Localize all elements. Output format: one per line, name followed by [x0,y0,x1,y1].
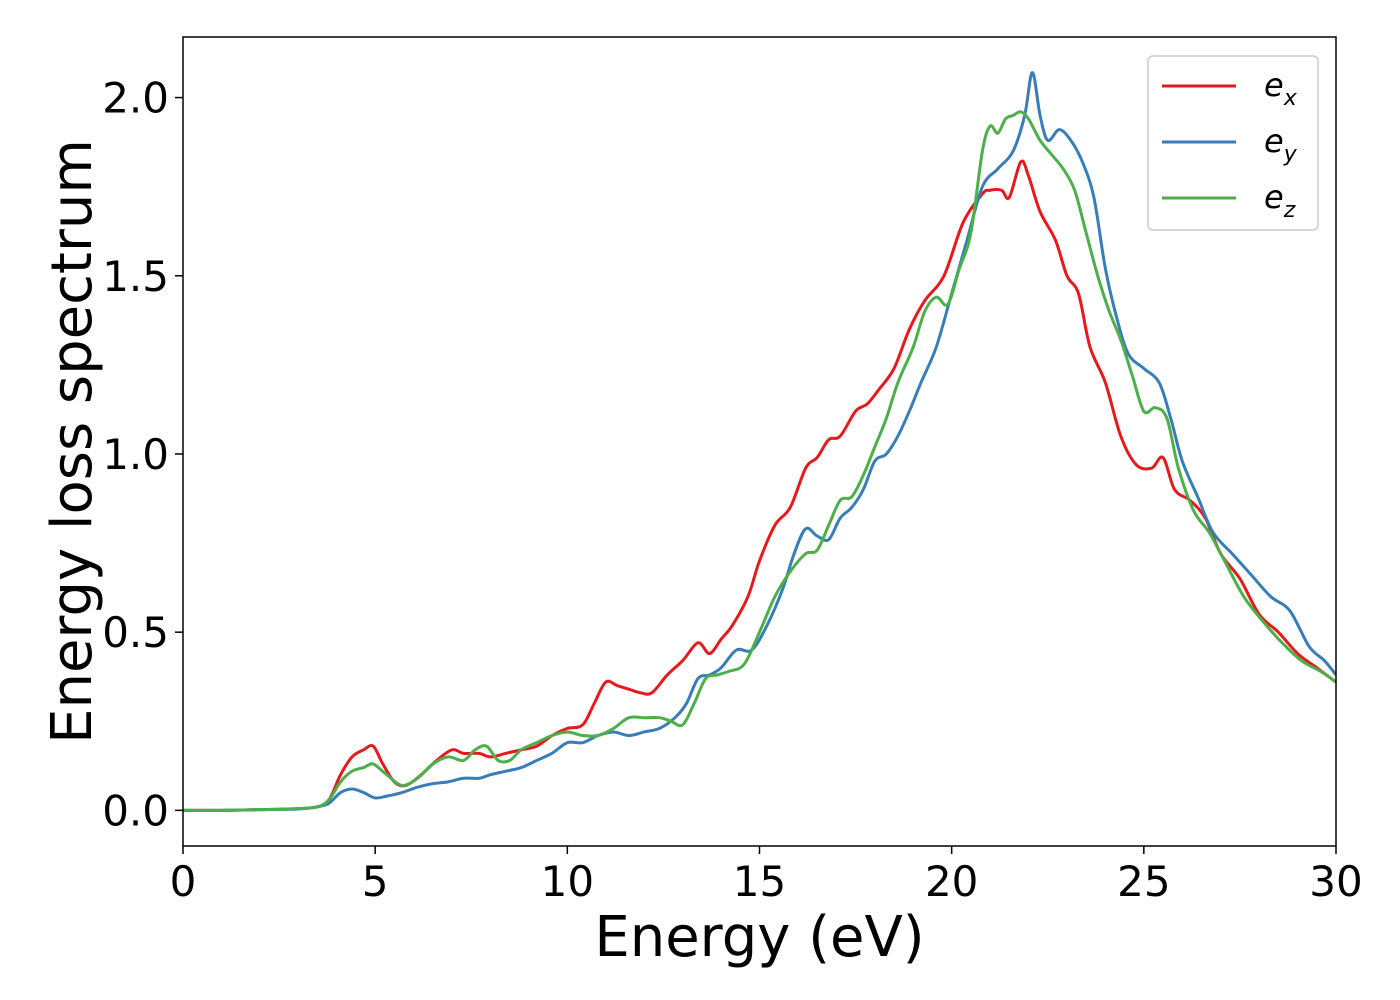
x-tick-label: 20 [925,857,978,906]
x-tick-label: 25 [1117,857,1170,906]
y-tick-label: 0.0 [102,786,169,835]
series-layer [183,71,1336,812]
legend: ex ey ez [1147,55,1319,231]
series-line-e-z [183,110,1336,812]
x-tick-label: 30 [1309,857,1362,906]
legend-label-x: ex [1264,66,1298,111]
y-axis-label: Energy loss spectrum [40,139,105,744]
y-tick-label: 0.5 [102,608,169,657]
y-tick-label: 2.0 [102,74,169,123]
x-tick-label: 10 [541,857,594,906]
y-tick-label: 1.5 [102,252,169,301]
x-axis-label: Energy (eV) [594,905,924,970]
tick-layer: 0 5 10 15 20 25 30 0.0 0.5 1.0 1.5 2.0 [102,74,1363,906]
legend-label-y: ey [1264,122,1298,167]
series-line-e-y [183,71,1336,812]
legend-label-z: ez [1264,178,1296,223]
x-tick-label: 15 [733,857,786,906]
series-line-e-x [183,159,1336,812]
x-tick-label: 0 [170,857,197,906]
y-tick-label: 1.0 [102,430,169,479]
x-tick-label: 5 [362,857,389,906]
